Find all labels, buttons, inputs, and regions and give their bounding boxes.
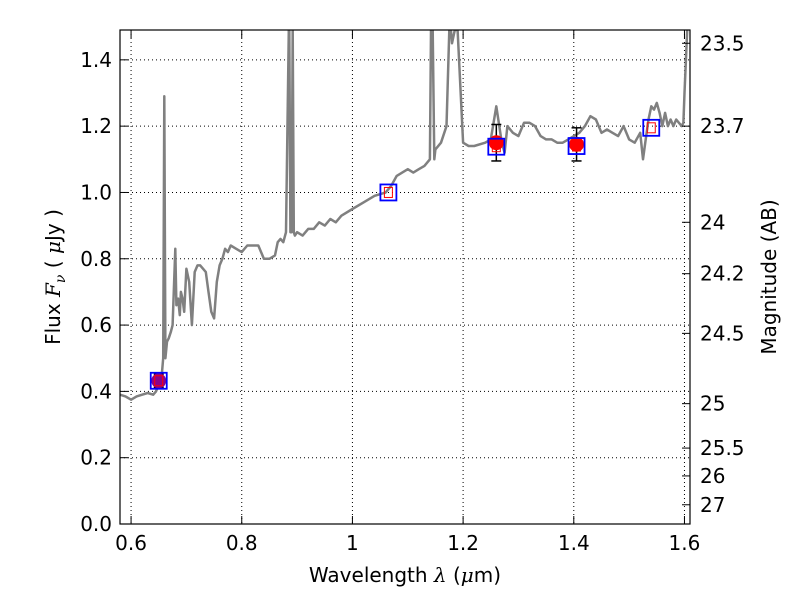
axis-labels: Wavelength λ (μm)Flux Fν ( μJy ) Magnitud… xyxy=(41,199,781,587)
x-axis-label-part: Wavelength xyxy=(309,563,434,587)
model-square xyxy=(487,137,506,156)
x-axis-label-part: m) xyxy=(474,563,501,587)
x-tick-label: 1.4 xyxy=(558,531,590,555)
y2-tick-label: 24 xyxy=(700,210,725,234)
y2-tick-label: 26 xyxy=(700,464,725,488)
y-axis-label-part: ( xyxy=(41,254,65,275)
plot-frame xyxy=(119,29,691,525)
model-square xyxy=(567,137,586,155)
y2-tick-label: 25.5 xyxy=(700,436,745,460)
x-tick-label: 0.6 xyxy=(115,531,147,555)
y-tick-label: 0.4 xyxy=(80,379,112,403)
y-tick-label: 1.2 xyxy=(80,114,112,138)
model-inner-marker xyxy=(572,140,582,152)
photometry-point xyxy=(569,136,585,152)
spectrum-line xyxy=(120,30,689,401)
y-tick-label: 0.0 xyxy=(80,512,112,536)
x-axis-label: Wavelength λ (μm) xyxy=(309,563,501,587)
x-axis-label-part: λ xyxy=(433,563,447,587)
y2-tick-label: 24.5 xyxy=(700,321,745,345)
y-axis-label-part: μ xyxy=(41,241,65,254)
x-tick-label: 1.2 xyxy=(447,531,479,555)
model-square xyxy=(379,183,398,202)
model-inner-marker xyxy=(383,186,393,198)
model-square xyxy=(149,371,168,390)
y-axis-label: Flux Fν ( μJy ) xyxy=(41,209,69,345)
x-tick-label: 1.6 xyxy=(669,531,701,555)
y-tick-label: 0.2 xyxy=(80,446,112,470)
y2-axis-label: Magnitude (AB) xyxy=(757,199,781,354)
y-axis-label-part: F xyxy=(41,282,65,298)
x-tick-label: 1 xyxy=(346,531,359,555)
x-axis-label-part: μ xyxy=(461,563,474,587)
model-square xyxy=(642,118,661,137)
y-axis-label-part: ν xyxy=(53,274,69,283)
x-axis-label-part: ( xyxy=(447,563,461,587)
grid-lines xyxy=(120,30,690,524)
y-axis-label-part: Jy ) xyxy=(41,209,65,243)
y-tick-label: 0.8 xyxy=(80,247,112,271)
model-inner-marker xyxy=(154,375,164,387)
model-inner-marker xyxy=(491,141,501,153)
axes xyxy=(119,29,691,525)
y2-tick-label: 27 xyxy=(700,493,725,517)
x-tick-label: 0.8 xyxy=(226,531,258,555)
y-tick-label: 0.6 xyxy=(80,313,112,337)
y-axis-label-part: Flux xyxy=(41,297,65,345)
y2-tick-label: 23.7 xyxy=(700,114,745,138)
tick-labels: 0.6 0.8 1 1.2 1.4 1.6 0.0 0.2 0.4 0.6 0.8 1.0 1.2 1.4… xyxy=(80,31,744,555)
model-inner-marker xyxy=(646,122,656,134)
photometry-points xyxy=(149,118,661,390)
y-tick-label: 1.0 xyxy=(80,180,112,204)
y2-tick-label: 25 xyxy=(700,392,725,416)
y2-tick-label: 23.5 xyxy=(700,31,745,55)
y2-tick-label: 24.2 xyxy=(700,262,745,286)
spectrum-series xyxy=(120,30,689,401)
y-tick-label: 1.4 xyxy=(80,48,112,72)
